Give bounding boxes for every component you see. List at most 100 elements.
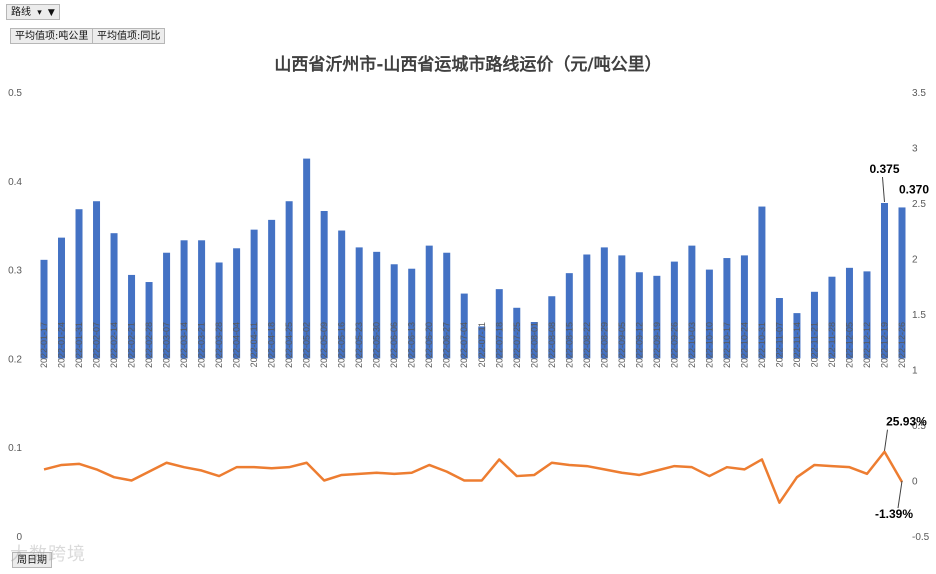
x-tick-label: 2022-09-05 <box>617 322 627 368</box>
left-tick-label: 0.4 <box>8 177 22 188</box>
left-tick-label: 0 <box>16 532 22 543</box>
left-axis: 0 0.1 0.2 0.3 0.4 0.5 <box>8 88 22 543</box>
bar <box>548 296 556 359</box>
x-tick-label: 2022-09-26 <box>669 322 679 368</box>
right-tick-label: 2 <box>912 255 918 266</box>
bar <box>828 276 836 359</box>
bar <box>443 252 451 359</box>
x-tick-label: 2022-07-25 <box>512 322 522 368</box>
x-tick-label: 2022-02-14 <box>109 322 119 368</box>
x-tick-label: 2022-11-21 <box>809 322 819 367</box>
x-tick-label: 2022-04-04 <box>232 322 242 368</box>
bar <box>863 271 871 359</box>
left-tick-label: 0.2 <box>8 354 22 365</box>
x-tick-label: 2022-09-19 <box>652 322 662 368</box>
annotation-leader <box>881 176 885 203</box>
bar <box>233 248 241 359</box>
bar <box>495 289 503 359</box>
data-label: -1.39% <box>875 507 913 521</box>
data-label: 0.370 <box>899 182 929 196</box>
bar <box>705 269 713 359</box>
route-filter-button[interactable]: 路线 ▾ ▼ <box>6 4 60 20</box>
bar <box>460 293 468 359</box>
x-tick-label: 2022-01-17 <box>39 322 49 368</box>
bar <box>898 207 906 359</box>
bar <box>128 274 136 359</box>
avg-yoy-field-button[interactable]: 平均值项:同比 <box>92 28 166 44</box>
x-tick-label: 2022-02-21 <box>127 322 137 368</box>
bar <box>723 258 731 359</box>
bar <box>320 210 328 359</box>
x-tick-label: 2022-01-31 <box>74 322 84 368</box>
bar <box>303 158 311 359</box>
x-tick-label: 2022-01-24 <box>57 322 67 368</box>
x-tick-label: 2022-10-17 <box>722 322 732 368</box>
x-tick-label: 2022-02-28 <box>144 322 154 368</box>
right-tick-label: 3.5 <box>912 88 926 99</box>
x-tick-label: 2022-11-07 <box>774 322 784 367</box>
x-tick-label: 2022-06-27 <box>442 322 452 368</box>
x-tick-label: 2022-02-07 <box>92 322 102 368</box>
bar <box>198 240 206 359</box>
bar <box>338 230 346 359</box>
x-tick-label: 2022-09-12 <box>634 322 644 368</box>
bar <box>40 259 48 359</box>
right-tick-label: -0.5 <box>912 532 930 543</box>
x-tick-label: 2022-05-30 <box>372 322 382 368</box>
bar <box>180 240 188 359</box>
chart-title: 山西省沂州市-山西省运城市路线运价（元/吨公里） <box>274 54 661 75</box>
x-tick-label: 2022-07-18 <box>494 322 504 368</box>
bar <box>740 255 748 359</box>
x-tick-label: 2022-10-03 <box>687 322 697 368</box>
bar <box>513 307 521 359</box>
bar <box>163 252 171 359</box>
right-axis: -0.5 0 0.5 1 1.5 2 2.5 3 3.5 <box>912 88 930 543</box>
left-tick-label: 0.3 <box>8 266 22 277</box>
x-tick-label: 2022-12-19 <box>879 322 889 368</box>
x-tick-label: 2022-11-14 <box>792 322 802 367</box>
x-tick-label: 2022-10-10 <box>704 322 714 368</box>
bar <box>285 201 293 359</box>
bar <box>425 245 433 359</box>
x-tick-label: 2022-04-18 <box>267 322 277 368</box>
x-tick-label: 2022-11-28 <box>827 322 837 367</box>
bar <box>110 233 118 359</box>
right-tick-label: 2.5 <box>912 199 926 210</box>
right-tick-label: 1 <box>912 366 918 377</box>
bar <box>145 282 153 359</box>
filter-funnel-icon: ▼ <box>47 8 55 18</box>
bar <box>635 272 643 359</box>
x-tick-label: 2022-10-31 <box>757 322 767 368</box>
route-filter-label: 路线 <box>11 7 31 18</box>
x-tick-label: 2022-12-12 <box>862 322 872 368</box>
period-field-button[interactable]: 周日期 <box>12 552 52 568</box>
data-label: 0.375 <box>869 162 899 176</box>
x-tick-label: 2022-06-06 <box>389 322 399 368</box>
yoy-line <box>43 450 904 504</box>
x-tick-label: 2022-08-22 <box>582 322 592 368</box>
bar <box>775 298 783 359</box>
left-tick-label: 0.5 <box>8 88 22 99</box>
right-tick-label: 3 <box>912 144 918 155</box>
x-tick-label: 2022-05-02 <box>302 322 312 368</box>
bar <box>478 326 486 359</box>
bar-series <box>40 158 906 359</box>
bar <box>75 209 83 359</box>
x-tick-label: 2022-12-05 <box>844 322 854 368</box>
line-series <box>43 450 904 504</box>
bar <box>618 255 626 359</box>
annotation-leader <box>897 480 903 509</box>
bar <box>373 251 381 359</box>
right-tick-label: 0 <box>912 477 918 488</box>
x-tick-label: 2022-12-26 <box>897 322 907 368</box>
x-tick-label: 2022-08-29 <box>599 322 609 368</box>
bar <box>390 264 398 359</box>
x-tick-label: 2022-04-11 <box>249 322 259 367</box>
left-tick-label: 0.1 <box>8 443 22 454</box>
x-tick-label: 2022-03-21 <box>197 322 207 368</box>
bar <box>250 229 258 359</box>
bar <box>93 201 101 359</box>
bar <box>215 262 223 359</box>
bar <box>845 267 853 359</box>
